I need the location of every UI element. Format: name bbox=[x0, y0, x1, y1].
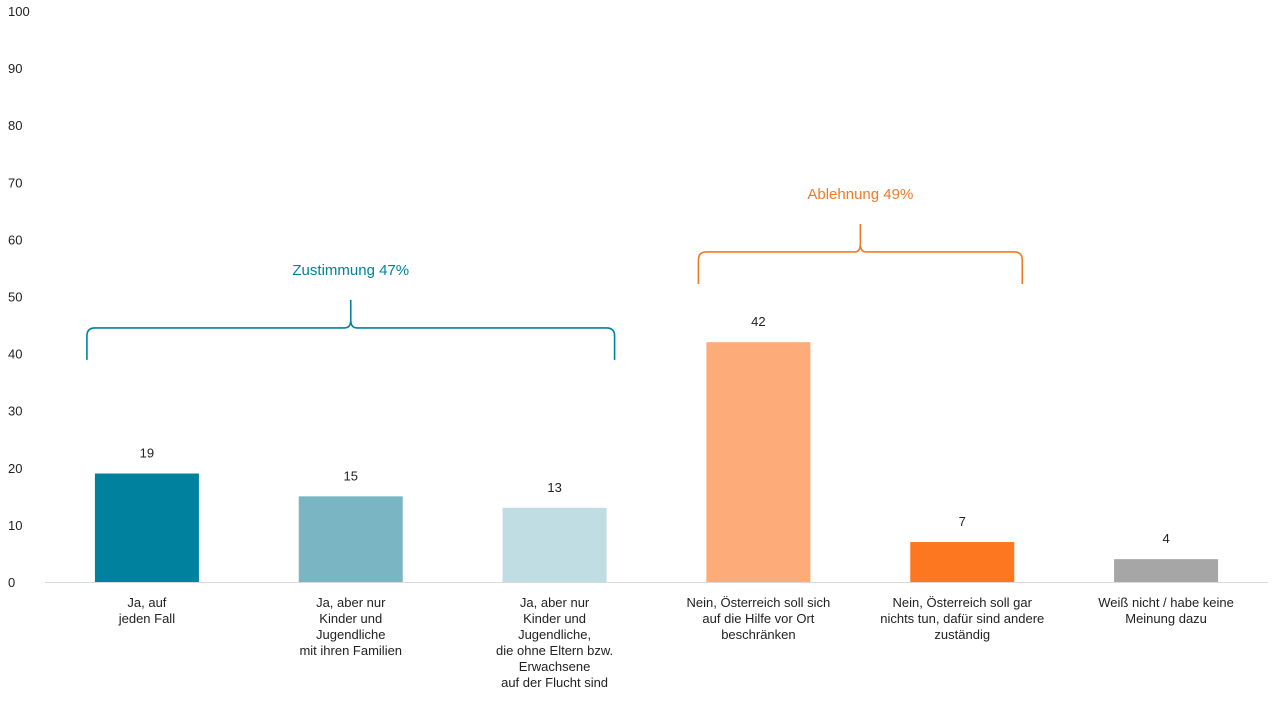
category-label: auf der Flucht sind bbox=[501, 675, 608, 690]
bar bbox=[94, 473, 199, 582]
category-label: Erwachsene bbox=[519, 659, 591, 674]
group-label: Zustimmung 47% bbox=[292, 262, 409, 279]
category-label: Kinder und bbox=[319, 611, 382, 626]
bar bbox=[1114, 559, 1219, 582]
data-label: 7 bbox=[959, 514, 966, 529]
y-tick-label: 80 bbox=[8, 118, 22, 133]
data-label: 15 bbox=[344, 468, 358, 483]
y-tick-label: 0 bbox=[8, 575, 15, 590]
category-label: Nein, Österreich soll gar bbox=[893, 595, 1033, 610]
y-tick-label: 20 bbox=[8, 461, 22, 476]
category-label: jeden Fall bbox=[118, 611, 175, 626]
category-label: Jugendliche bbox=[316, 627, 385, 642]
category-label: die ohne Eltern bzw. bbox=[496, 643, 613, 658]
bar bbox=[706, 342, 811, 582]
data-label: 19 bbox=[140, 446, 154, 461]
group-brackets: Zustimmung 47% Ablehnung 49% bbox=[86, 186, 1024, 360]
data-label: 4 bbox=[1162, 531, 1169, 546]
category-label: nichts tun, dafür sind andere bbox=[880, 611, 1044, 626]
category-label: Ja, aber nur bbox=[520, 595, 590, 610]
category-label: auf die Hilfe vor Ort bbox=[702, 611, 814, 626]
y-tick-label: 90 bbox=[8, 61, 22, 76]
category-label: Nein, Österreich soll sich bbox=[687, 595, 831, 610]
y-tick-label: 30 bbox=[8, 404, 22, 419]
category-label: Kinder und bbox=[523, 611, 586, 626]
category-label: Jugendliche, bbox=[518, 627, 591, 642]
category-label: Ja, auf bbox=[127, 595, 166, 610]
category-label: mit ihren Familien bbox=[299, 643, 402, 658]
category-label: Weiß nicht / habe keine bbox=[1098, 595, 1234, 610]
y-axis: 0 10 20 30 40 50 60 70 80 90 100 bbox=[8, 4, 1268, 590]
y-tick-label: 100 bbox=[8, 4, 30, 19]
group-bracket bbox=[697, 223, 1024, 284]
y-tick-label: 40 bbox=[8, 347, 22, 362]
bar bbox=[502, 507, 607, 582]
data-label: 42 bbox=[751, 314, 765, 329]
y-tick-label: 10 bbox=[8, 518, 22, 533]
category-label: Ja, aber nur bbox=[316, 595, 386, 610]
bar bbox=[910, 542, 1015, 582]
category-label: beschränken bbox=[721, 627, 795, 642]
y-tick-label: 50 bbox=[8, 290, 22, 305]
y-tick-label: 60 bbox=[8, 232, 22, 247]
bars: 19 15 13 42 7 4 bbox=[94, 314, 1219, 582]
y-tick-label: 70 bbox=[8, 175, 22, 190]
data-label: 13 bbox=[547, 480, 561, 495]
group-bracket bbox=[86, 299, 616, 360]
bar bbox=[298, 496, 403, 582]
category-label: Meinung dazu bbox=[1125, 611, 1207, 626]
group-label: Ablehnung 49% bbox=[807, 186, 913, 203]
category-label: zuständig bbox=[934, 627, 990, 642]
